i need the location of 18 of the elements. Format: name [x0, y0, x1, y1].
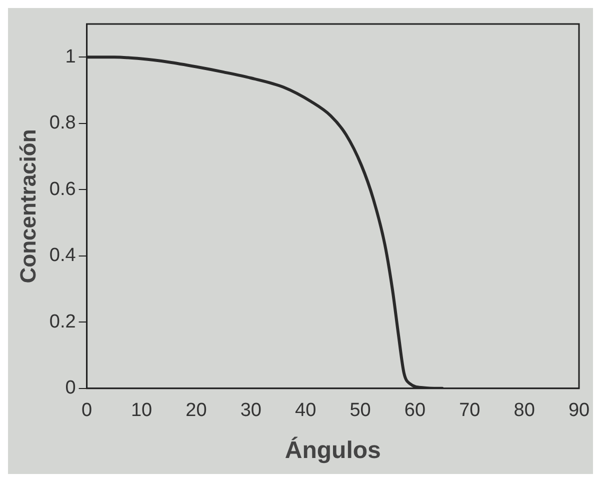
y-tick-label: 0.4	[49, 245, 76, 266]
y-tick-label: 0.8	[49, 112, 76, 134]
y-tick-label: 1	[65, 46, 76, 68]
x-tick-label: 60	[404, 400, 426, 422]
x-tick-label: 70	[459, 400, 480, 422]
x-tick-label: 40	[294, 400, 316, 422]
x-tick-label: 0	[82, 400, 92, 422]
x-tick-label: 80	[514, 400, 535, 422]
x-tick-label: 10	[130, 400, 152, 422]
x-tick-label: 20	[186, 400, 207, 422]
x-tick-label: 90	[568, 400, 590, 422]
x-tick-label: 30	[240, 400, 262, 422]
x-axis-title: Ángulos	[284, 436, 381, 464]
y-tick-label: 0.6	[49, 178, 76, 200]
y-axis-title: Concentración	[15, 129, 40, 284]
x-tick-label: 50	[350, 400, 371, 422]
y-tick-label: 0.2	[49, 311, 76, 332]
y-tick-label: 0	[65, 378, 76, 399]
